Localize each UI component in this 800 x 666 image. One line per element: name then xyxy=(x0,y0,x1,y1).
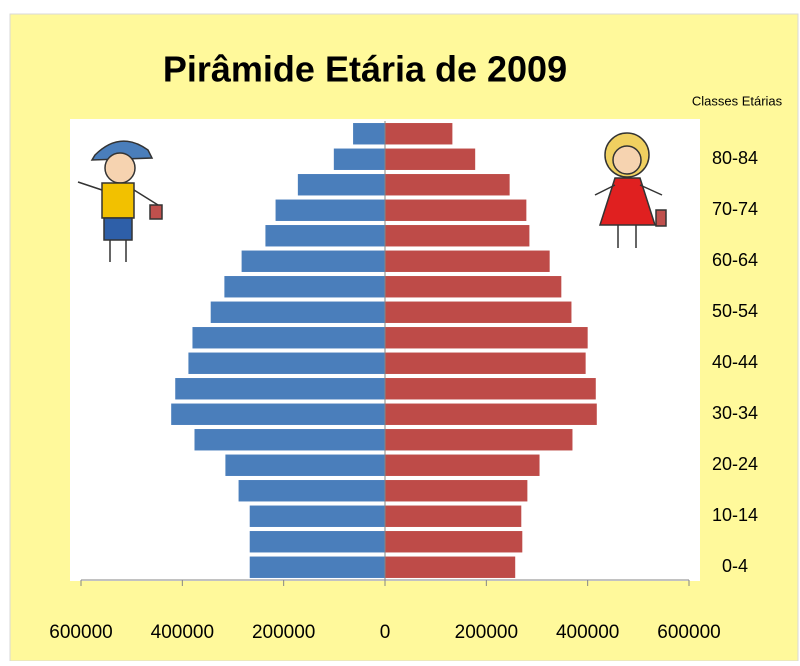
y-tick-label: 80-84 xyxy=(712,148,758,168)
bar xyxy=(385,480,527,501)
y-tick-label: 20-24 xyxy=(712,454,758,474)
bar xyxy=(385,200,526,221)
bar xyxy=(385,429,572,450)
x-tick-label: 400000 xyxy=(151,622,214,643)
x-tick-label: 600000 xyxy=(49,622,112,643)
bar xyxy=(385,531,522,552)
bar xyxy=(385,378,596,399)
bar xyxy=(265,225,385,246)
axis-title: Classes Etárias xyxy=(692,93,783,108)
y-tick-label: 0-4 xyxy=(722,556,748,576)
bar xyxy=(385,327,588,348)
x-tick-label: 600000 xyxy=(657,622,720,643)
y-tick-label: 40-44 xyxy=(712,352,758,372)
bar xyxy=(225,455,385,476)
bar xyxy=(385,353,586,374)
y-tick-label: 30-34 xyxy=(712,403,758,423)
y-tick-label: 70-74 xyxy=(712,199,758,219)
y-tick-label: 50-54 xyxy=(712,301,758,321)
bar xyxy=(250,506,385,527)
bar xyxy=(188,353,385,374)
bar xyxy=(385,225,529,246)
chart: Pirâmide Etária de 2009 Classes Etárias … xyxy=(0,0,800,661)
x-tick-label: 200000 xyxy=(455,622,518,643)
bar xyxy=(385,455,540,476)
bar xyxy=(385,506,521,527)
bar xyxy=(385,404,597,425)
x-tick-label: 0 xyxy=(380,622,391,643)
bar xyxy=(192,327,385,348)
bar xyxy=(385,174,510,195)
bar xyxy=(385,123,452,144)
bar xyxy=(385,251,550,272)
bar xyxy=(250,557,385,578)
bar xyxy=(353,123,385,144)
bar xyxy=(298,174,385,195)
bar xyxy=(211,302,385,323)
y-tick-label: 10-14 xyxy=(712,505,758,525)
x-tick-label: 400000 xyxy=(556,622,619,643)
y-tick-label: 60-64 xyxy=(712,250,758,270)
chart-title: Pirâmide Etária de 2009 xyxy=(163,49,567,90)
bar xyxy=(250,531,385,552)
bar xyxy=(175,378,385,399)
bar xyxy=(334,149,385,170)
bar xyxy=(194,429,385,450)
bar xyxy=(242,251,385,272)
x-tick-label: 200000 xyxy=(252,622,315,643)
bar xyxy=(276,200,385,221)
bar xyxy=(385,302,571,323)
bar xyxy=(385,149,475,170)
bar xyxy=(239,480,385,501)
bar xyxy=(385,557,515,578)
bar xyxy=(171,404,385,425)
bar xyxy=(224,276,385,297)
bar xyxy=(385,276,561,297)
